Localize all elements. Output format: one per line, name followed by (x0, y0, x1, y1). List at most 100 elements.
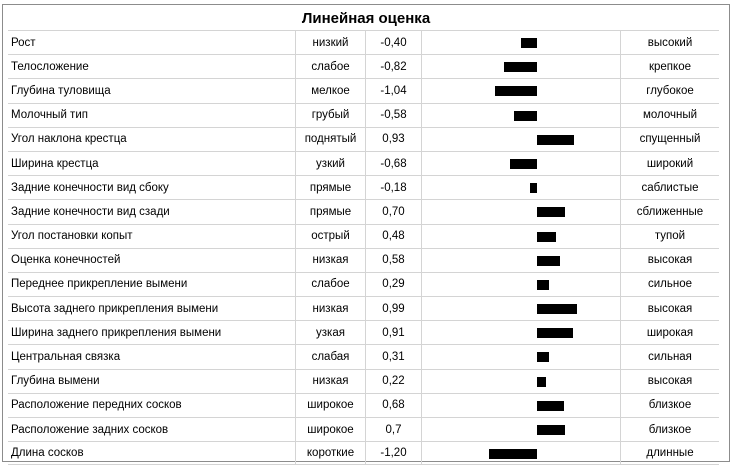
bar (521, 38, 537, 48)
high-pole-label: глубокое (646, 84, 694, 97)
low-pole-label: слабое (296, 55, 366, 79)
trait-label: Ширина заднего прикрепления вымени (8, 321, 296, 345)
table-row: Ширина заднего прикрепления вымени узкая 0… (8, 320, 719, 345)
table-row: Угол наклона крестца поднятый 0,93 спущенны… (8, 126, 719, 151)
table-row: Расположение задних сосков широкое 0,7 близ… (8, 417, 719, 442)
low-pole-label: короткие (296, 442, 366, 465)
bar (537, 352, 550, 363)
bar (537, 304, 577, 315)
low-pole-label: узкий (296, 151, 366, 176)
high-pole-label: широкий (646, 157, 694, 170)
high-pole-label: широкая (646, 326, 694, 339)
bar-cell (422, 297, 621, 321)
table-row: Высота заднего прикрепления вымени низкая… (8, 296, 719, 321)
high-pole-label: крепкое (648, 60, 691, 73)
bar (537, 231, 557, 242)
bar-cell (422, 393, 621, 417)
bar (537, 255, 561, 266)
bar-cell (422, 248, 621, 272)
bar (489, 449, 537, 460)
bar-cell (422, 345, 621, 369)
bar-cell (422, 151, 621, 176)
bar-cell (422, 176, 621, 200)
trait-label: Молочный тип (8, 103, 296, 127)
value-label: 0,7 (366, 418, 422, 442)
table-row: Оценка конечностей низкая 0,58 высокая (8, 247, 719, 272)
value-label: -0,40 (366, 31, 422, 55)
low-pole-label: слабое (296, 272, 366, 297)
bar-cell (422, 31, 621, 55)
low-pole-label: низкая (296, 248, 366, 272)
chart-frame: Линейная оценка Рост низкий -0,40 высокий Те… (2, 4, 730, 465)
bar-cell (422, 103, 621, 127)
low-pole-label: низкий (296, 31, 366, 55)
table-row: Глубина вымени низкая 0,22 высокая (8, 368, 719, 393)
bar-cell (422, 418, 621, 442)
table-row: Расположение передних сосков широкое 0,68 б… (8, 392, 719, 417)
trait-label: Расположение передних сосков (8, 393, 296, 417)
trait-label: Задние конечности вид сбоку (8, 176, 296, 200)
bar-cell (422, 127, 621, 151)
table-row: Телосложение слабое -0,82 крепкое (8, 54, 719, 79)
low-pole-label: широкое (296, 418, 366, 442)
low-pole-label: мелкое (296, 79, 366, 103)
table-row: Центральная связка слабая 0,31 сильная (8, 344, 719, 369)
high-pole-label: близкое (648, 423, 692, 436)
value-label: 0,48 (366, 224, 422, 248)
table-row: Задние конечности вид сбоку прямые -0,18 са… (8, 175, 719, 200)
linear-score-table: Рост низкий -0,40 высокий Телосложение слабое… (8, 30, 719, 465)
value-label: -1,04 (366, 79, 422, 103)
trait-label: Оценка конечностей (8, 248, 296, 272)
low-pole-label: прямые (296, 200, 366, 224)
trait-label: Угол постановки копыт (8, 224, 296, 248)
high-pole-label: молочный (642, 109, 698, 122)
value-label: -0,58 (366, 103, 422, 127)
table-row: Молочный тип грубый -0,58 молочный (8, 102, 719, 127)
low-pole-label: низкая (296, 369, 366, 393)
chart-title: Линейная оценка (301, 10, 431, 27)
high-pole-label: близкое (648, 399, 692, 412)
bar-cell (422, 55, 621, 79)
bar (537, 279, 549, 290)
low-pole-label: поднятый (296, 127, 366, 151)
value-label: 0,70 (366, 200, 422, 224)
low-pole-label: широкое (296, 393, 366, 417)
bar (529, 183, 537, 194)
value-label: -0,68 (366, 151, 422, 176)
bar-cell (422, 369, 621, 393)
low-pole-label: слабая (296, 345, 366, 369)
value-label: -0,18 (366, 176, 422, 200)
high-pole-label: саблистые (641, 181, 699, 194)
table-row: Рост низкий -0,40 высокий (8, 30, 719, 55)
trait-label: Длина сосков (8, 442, 296, 465)
table-row: Угол постановки копыт острый 0,48 тупой (8, 223, 719, 248)
bar-cell (422, 272, 621, 297)
trait-label: Глубина туловища (8, 79, 296, 103)
trait-label: Переднее прикрепление вымени (8, 272, 296, 297)
bar-cell (422, 79, 621, 103)
value-label: 0,22 (366, 369, 422, 393)
trait-label: Задние конечности вид сзади (8, 200, 296, 224)
bar (513, 110, 537, 121)
bar-cell (422, 321, 621, 345)
value-label: -1,20 (366, 442, 422, 465)
bar (509, 158, 537, 169)
trait-label: Телосложение (8, 55, 296, 79)
value-label: 0,93 (366, 127, 422, 151)
high-pole-label: длинные (646, 447, 694, 460)
high-pole-label: высокий (647, 36, 693, 49)
high-pole-label: сильное (647, 278, 693, 291)
low-pole-label: низкая (296, 297, 366, 321)
bar-cell (422, 224, 621, 248)
value-label: 0,31 (366, 345, 422, 369)
value-label: 0,68 (366, 393, 422, 417)
high-pole-label: высокая (647, 375, 693, 388)
value-label: 0,91 (366, 321, 422, 345)
table-row: Переднее прикрепление вымени слабое 0,29 си… (8, 271, 719, 297)
bar (537, 376, 546, 387)
high-pole-label: высокая (647, 254, 693, 267)
bar (495, 86, 537, 97)
trait-label: Глубина вымени (8, 369, 296, 393)
low-pole-label: узкая (296, 321, 366, 345)
value-label: -0,82 (366, 55, 422, 79)
